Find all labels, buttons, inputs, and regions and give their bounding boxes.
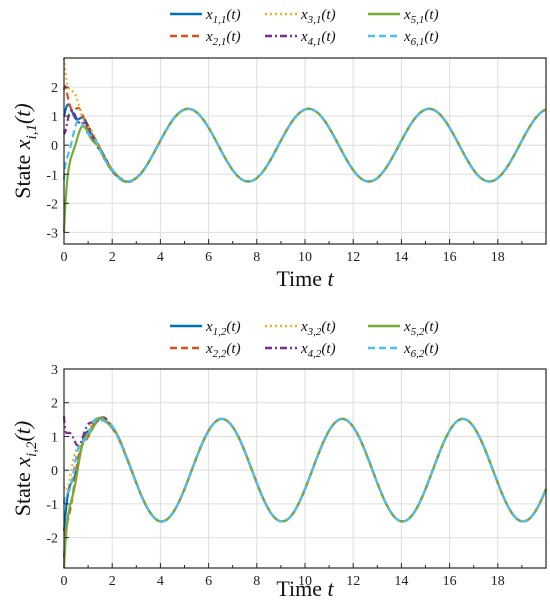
series-line-6 bbox=[62, 417, 548, 523]
x-tick-label: 16 bbox=[443, 250, 457, 265]
x-tick-label: 0 bbox=[61, 250, 68, 265]
x-tick-label: 14 bbox=[394, 250, 408, 265]
legend-label: x3,1(t) bbox=[300, 7, 336, 26]
x-tick-label: 8 bbox=[253, 250, 260, 265]
legend-label: x5,1(t) bbox=[403, 7, 439, 26]
y-tick-label: 0 bbox=[51, 139, 58, 154]
legend-label: x4,2(t) bbox=[300, 341, 336, 360]
y-axis-label: State xi,1(t) bbox=[10, 103, 40, 198]
legend-item-3: x3,1(t) bbox=[265, 7, 336, 26]
x-axis-label: Time t bbox=[276, 576, 334, 601]
legend-label: x6,2(t) bbox=[403, 341, 439, 360]
legend-item-1: x1,1(t) bbox=[170, 7, 241, 26]
y-tick-label: 1 bbox=[51, 110, 58, 125]
legend-item-4: x4,1(t) bbox=[265, 29, 336, 48]
x-tick-label: 6 bbox=[205, 250, 212, 265]
legend-label: x4,1(t) bbox=[300, 29, 336, 48]
legend-item-6: x6,1(t) bbox=[368, 29, 439, 48]
x-tick-label: 0 bbox=[61, 574, 68, 589]
series-line-6 bbox=[62, 107, 547, 183]
x-tick-label: 8 bbox=[253, 574, 260, 589]
x-tick-label: 18 bbox=[491, 250, 505, 265]
x-axis-label: Time t bbox=[276, 266, 334, 291]
legend-label: x1,2(t) bbox=[205, 319, 241, 338]
y-tick-label: -1 bbox=[46, 168, 58, 183]
y-tick-label: 1 bbox=[51, 430, 58, 445]
legend-label: x5,2(t) bbox=[403, 319, 439, 338]
x-tick-label: 14 bbox=[394, 574, 408, 589]
legend-label: x2,1(t) bbox=[205, 29, 241, 48]
legend-item-1: x1,2(t) bbox=[170, 319, 241, 338]
legend-item-5: x5,1(t) bbox=[368, 7, 439, 26]
y-tick-label: 2 bbox=[51, 397, 58, 412]
x-tick-label: 2 bbox=[109, 250, 116, 265]
legend-label: x1,1(t) bbox=[205, 7, 241, 26]
legend-item-5: x5,2(t) bbox=[368, 319, 439, 338]
x-tick-label: 10 bbox=[298, 250, 312, 265]
y-tick-label: 0 bbox=[51, 464, 58, 479]
y-tick-label: -3 bbox=[46, 226, 58, 241]
x-tick-label: 2 bbox=[109, 574, 116, 589]
x-tick-label: 4 bbox=[157, 574, 164, 589]
legend-label: x6,1(t) bbox=[403, 29, 439, 48]
y-tick-label: -2 bbox=[46, 197, 58, 212]
x-tick-label: 4 bbox=[157, 250, 164, 265]
legend-label: x2,2(t) bbox=[205, 341, 241, 360]
x-tick-label: 12 bbox=[346, 574, 360, 589]
legend-item-2: x2,1(t) bbox=[170, 29, 241, 48]
x-tick-label: 18 bbox=[491, 574, 505, 589]
x-tick-label: 16 bbox=[443, 574, 457, 589]
legend-item-4: x4,2(t) bbox=[265, 341, 336, 360]
y-tick-label: 3 bbox=[51, 363, 58, 378]
x-tick-label: 6 bbox=[205, 574, 212, 589]
y-tick-label: -1 bbox=[46, 498, 58, 513]
y-axis-label: State xi,2(t) bbox=[10, 421, 40, 516]
legend-label: x3,2(t) bbox=[300, 319, 336, 338]
legend-item-6: x6,2(t) bbox=[368, 341, 439, 360]
y-tick-label: 2 bbox=[51, 81, 58, 96]
legend-item-3: x3,2(t) bbox=[265, 319, 336, 338]
x-tick-label: 10 bbox=[298, 574, 312, 589]
x-tick-label: 12 bbox=[346, 250, 360, 265]
y-tick-label: -2 bbox=[46, 532, 58, 547]
legend-item-2: x2,2(t) bbox=[170, 341, 241, 360]
